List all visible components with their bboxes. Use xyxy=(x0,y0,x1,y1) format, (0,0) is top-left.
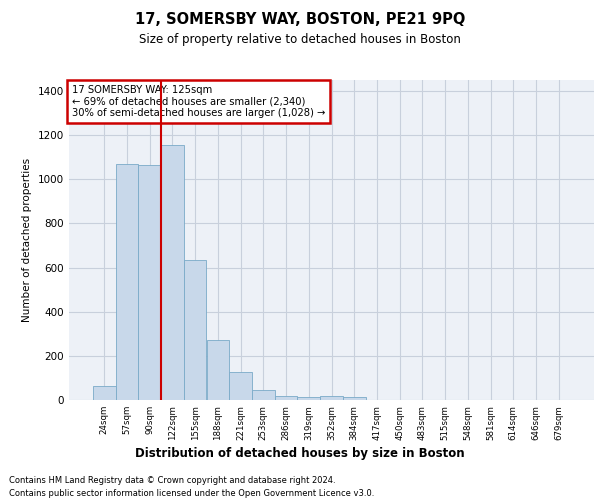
Bar xyxy=(229,372,252,400)
Text: 17, SOMERSBY WAY, BOSTON, PE21 9PQ: 17, SOMERSBY WAY, BOSTON, PE21 9PQ xyxy=(135,12,465,28)
Bar xyxy=(139,165,161,400)
Bar xyxy=(93,386,116,400)
Text: Contains HM Land Registry data © Crown copyright and database right 2024.: Contains HM Land Registry data © Crown c… xyxy=(9,476,335,485)
Bar xyxy=(161,145,184,400)
Bar xyxy=(116,164,139,400)
Bar xyxy=(184,260,206,400)
Bar xyxy=(206,340,229,400)
Text: 17 SOMERSBY WAY: 125sqm
← 69% of detached houses are smaller (2,340)
30% of semi: 17 SOMERSBY WAY: 125sqm ← 69% of detache… xyxy=(71,85,325,118)
Bar xyxy=(343,398,365,400)
Bar xyxy=(275,396,298,400)
Bar xyxy=(320,396,343,400)
Text: Contains public sector information licensed under the Open Government Licence v3: Contains public sector information licen… xyxy=(9,489,374,498)
Text: Size of property relative to detached houses in Boston: Size of property relative to detached ho… xyxy=(139,32,461,46)
Y-axis label: Number of detached properties: Number of detached properties xyxy=(22,158,32,322)
Bar xyxy=(298,398,320,400)
Text: Distribution of detached houses by size in Boston: Distribution of detached houses by size … xyxy=(135,448,465,460)
Bar xyxy=(252,390,275,400)
